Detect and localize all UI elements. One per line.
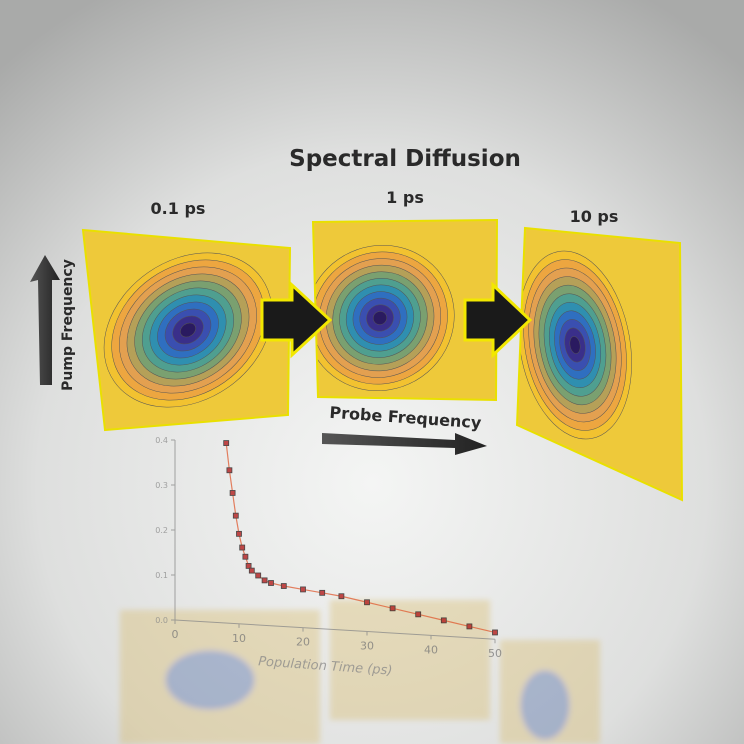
title: Spectral Diffusion <box>289 146 521 172</box>
x-tick-label: 50 <box>488 647 502 660</box>
data-point <box>242 553 249 560</box>
spectrum-panel <box>517 228 682 500</box>
panel-label: 1 ps <box>386 188 424 207</box>
contour <box>569 336 581 354</box>
pump-arrow <box>30 255 60 385</box>
data-point <box>492 629 498 636</box>
data-point <box>255 572 262 579</box>
y-tick-label: 0.4 <box>155 436 168 445</box>
data-point <box>236 530 242 537</box>
x-tick-label: 30 <box>360 640 374 653</box>
spectra-panels <box>81 218 684 502</box>
panel-border <box>311 218 499 402</box>
reflection <box>120 600 600 744</box>
probe-arrow <box>322 433 487 455</box>
data-point <box>248 567 255 574</box>
arrow <box>463 281 533 359</box>
data-point <box>389 605 396 612</box>
y-tick-label: 0.1 <box>155 571 168 580</box>
spectrum-panel <box>313 220 497 400</box>
panel-label: 10 ps <box>570 207 619 226</box>
data-point <box>268 580 274 586</box>
data-point <box>338 593 345 600</box>
y-tick-label: 0.3 <box>155 481 168 490</box>
fit-line <box>225 443 496 634</box>
data-point <box>232 512 239 519</box>
data-point <box>319 589 326 596</box>
data-point <box>239 544 246 551</box>
data-point <box>440 617 447 624</box>
x-tick-label: 20 <box>296 636 310 649</box>
y-tick-label: 0.0 <box>155 616 168 625</box>
data-point <box>300 586 306 593</box>
x-tick-label: 40 <box>424 643 438 656</box>
data-point <box>364 599 370 606</box>
contour <box>180 322 196 338</box>
arrow <box>260 281 333 359</box>
panel-border <box>515 226 684 502</box>
panel-border <box>81 228 292 432</box>
x-tick-label: 0 <box>172 628 179 641</box>
axis-label: Pump Frequency <box>60 259 76 391</box>
panel-label: 0.1 ps <box>151 199 206 218</box>
data-point <box>261 577 268 584</box>
data-point <box>229 490 236 496</box>
data-point <box>245 563 252 569</box>
x-axis <box>174 619 496 640</box>
y-tick-label: 0.2 <box>155 526 168 535</box>
spectrum-panel <box>83 230 290 430</box>
data-point <box>415 611 422 618</box>
data-point <box>466 623 473 630</box>
contour <box>372 311 388 325</box>
data-point <box>226 467 233 474</box>
data-point <box>280 583 287 589</box>
x-tick-label: 10 <box>232 632 246 645</box>
data-point <box>223 440 230 446</box>
